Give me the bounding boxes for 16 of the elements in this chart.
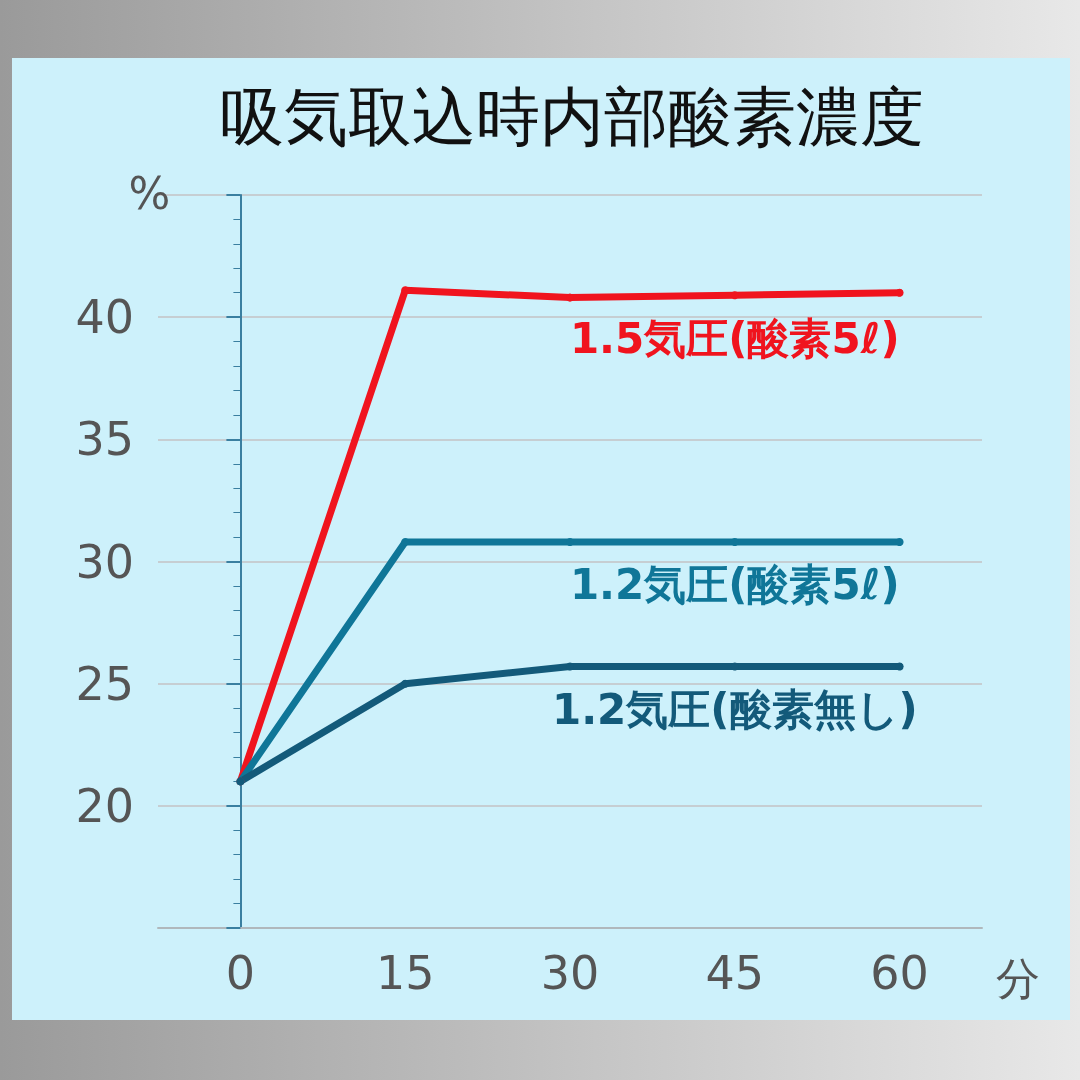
x-tick-label: 15 <box>375 946 435 1000</box>
y-tick-label: 40 <box>75 290 134 345</box>
y-tick-label: 20 <box>75 778 134 833</box>
chart-title: 吸気取込時内部酸素濃度 <box>220 80 924 154</box>
y-tick-label: 25 <box>75 656 134 711</box>
y-axis-title: % <box>128 167 171 219</box>
series-label: 1.5気圧(酸素5ℓ) <box>569 313 900 363</box>
series-label: 1.2気圧(酸素5ℓ) <box>569 560 900 610</box>
y-tick-label: 35 <box>75 412 134 467</box>
y-tick-label: 30 <box>75 534 134 589</box>
x-tick-label: 45 <box>705 946 765 1000</box>
x-tick-label: 60 <box>870 946 929 1000</box>
x-tick-label: 30 <box>540 946 600 1000</box>
x-axis-title: 分 <box>996 952 1040 1004</box>
series-label: 1.2気圧(酸素無し) <box>551 685 918 735</box>
x-tick-label: 0 <box>225 946 256 1000</box>
